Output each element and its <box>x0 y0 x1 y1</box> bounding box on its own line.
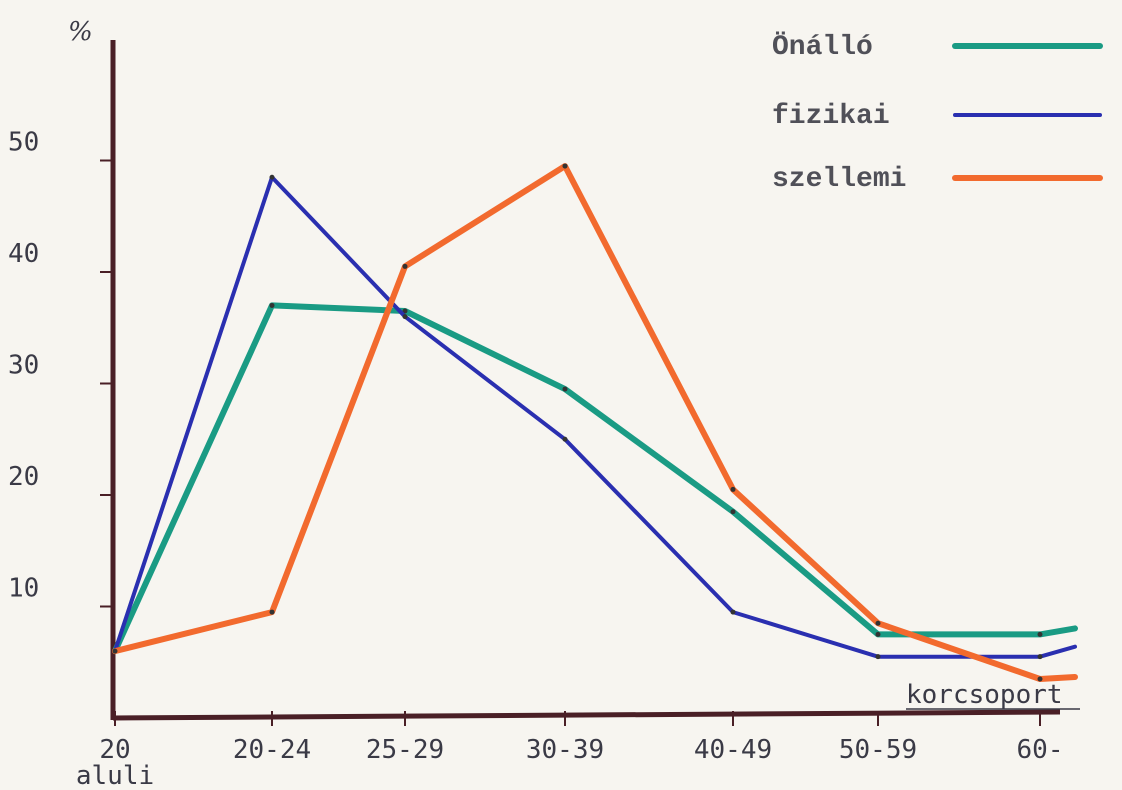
x-tick-label: 25-29 <box>366 735 444 765</box>
y-tick-label: 40 <box>8 239 39 269</box>
series-line-3 <box>112 163 1078 682</box>
x-tick-label: 30-39 <box>526 735 604 765</box>
x-axis-title: korcsoport <box>906 680 1063 710</box>
data-point <box>1037 654 1043 660</box>
data-point <box>402 314 408 320</box>
x-tick-label: 50-59 <box>839 735 917 765</box>
y-axis-unit-label: % <box>68 17 93 47</box>
data-point <box>875 654 881 660</box>
data-point <box>562 163 568 169</box>
data-point <box>112 648 118 654</box>
series-line-1 <box>112 302 1078 655</box>
legend: Önálló fizikai szellemi <box>772 31 1103 195</box>
data-point <box>1037 676 1043 682</box>
data-point <box>562 386 568 392</box>
y-tick-label: 20 <box>8 462 39 492</box>
x-tick-label: 20 <box>99 735 130 765</box>
x-tick-label: 40-49 <box>694 735 772 765</box>
legend-label: szellemi <box>772 164 906 195</box>
x-tick-label: 60- <box>1017 735 1064 765</box>
y-tick-label: 10 <box>8 574 39 604</box>
data-point <box>1037 631 1043 637</box>
y-tick-group: 10 20 30 40 50 <box>8 128 113 608</box>
x-tick-label: 20-24 <box>233 735 311 765</box>
data-point <box>269 174 275 180</box>
data-point <box>730 486 736 492</box>
y-tick-label: 30 <box>8 351 39 381</box>
data-point <box>875 620 881 626</box>
data-point <box>730 509 736 515</box>
data-point <box>730 609 736 615</box>
legend-label: fizikai <box>772 101 890 132</box>
data-point <box>269 302 275 308</box>
x-tick-label: aluli <box>76 761 154 790</box>
data-point <box>562 436 568 442</box>
legend-label: Önálló <box>772 31 873 63</box>
data-point <box>875 631 881 637</box>
y-tick-label: 50 <box>8 128 39 158</box>
series-group <box>112 163 1078 682</box>
x-axis <box>112 709 1061 721</box>
data-point <box>402 263 408 269</box>
data-point <box>269 609 275 615</box>
data-point <box>402 308 408 314</box>
series-line-2 <box>113 175 1077 659</box>
